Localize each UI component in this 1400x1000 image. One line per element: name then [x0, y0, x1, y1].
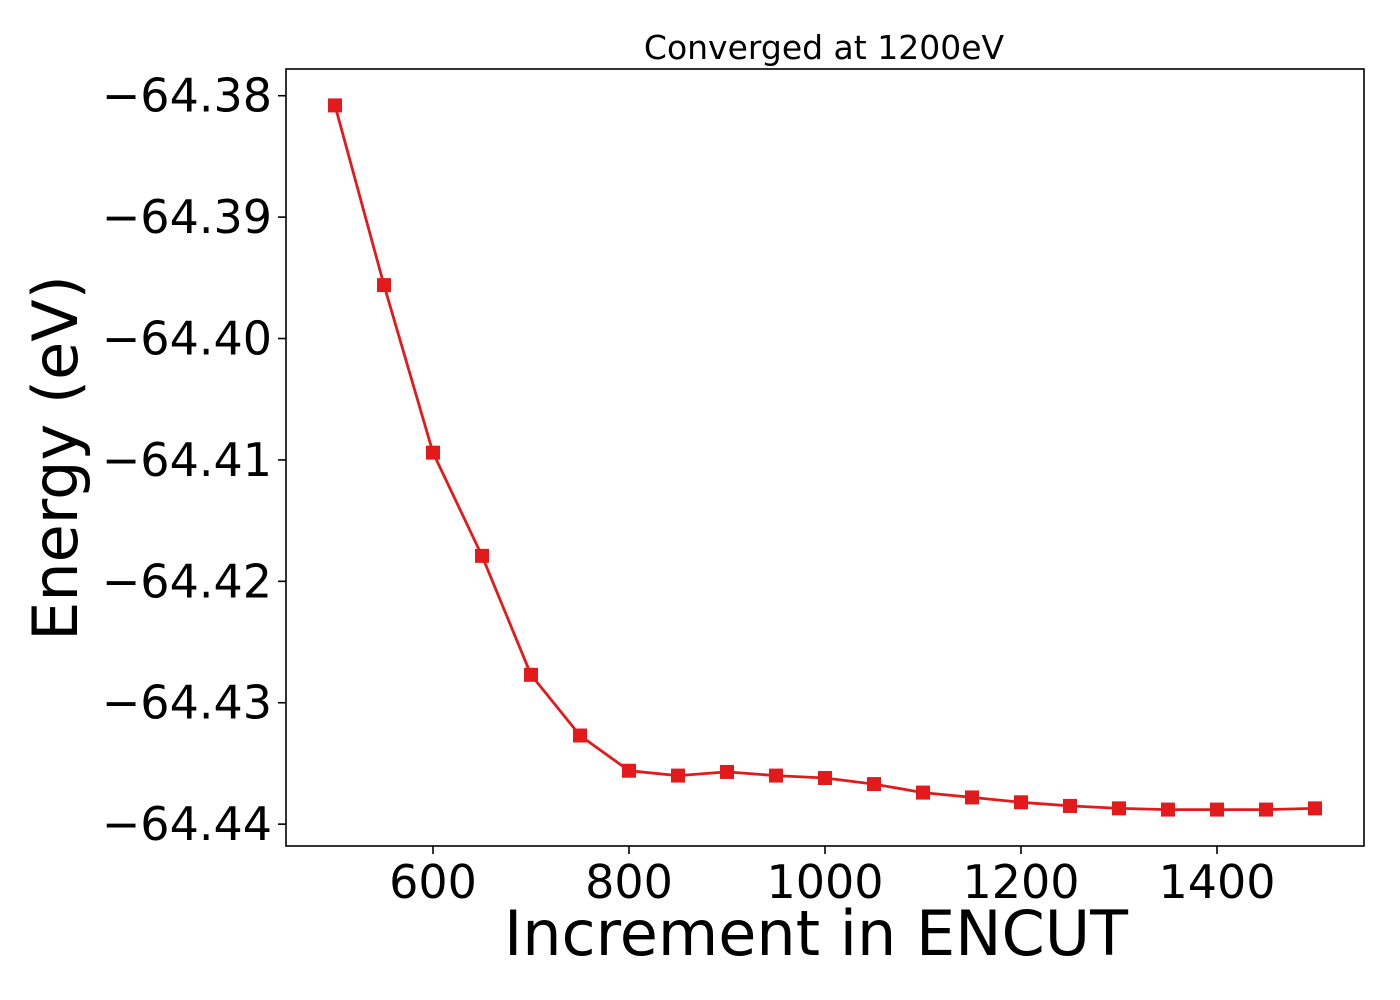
data-point — [573, 728, 587, 743]
series-line — [333, 105, 1316, 811]
data-point — [818, 771, 832, 786]
data-point — [867, 777, 881, 792]
x-axis: 600 800 1000 1200 1400 — [389, 846, 1276, 909]
x-tick-label: 1000 — [766, 855, 883, 909]
x-tick-label: 1400 — [1158, 855, 1275, 909]
data-point — [916, 785, 930, 800]
data-point — [720, 764, 734, 779]
data-point — [965, 790, 979, 805]
data-point — [1014, 795, 1028, 810]
data-point — [769, 768, 783, 783]
data-point — [1112, 801, 1126, 816]
data-point — [328, 98, 342, 113]
data-point — [1210, 802, 1224, 817]
y-axis-label: Energy (eV) — [19, 275, 92, 641]
data-point — [671, 768, 685, 783]
y-tick-label: −64.43 — [102, 676, 272, 730]
chart-title: Converged at 1200eV — [644, 28, 1005, 67]
x-tick-label: 800 — [585, 855, 673, 909]
y-tick-label: −64.39 — [102, 190, 272, 244]
data-point — [524, 667, 538, 682]
data-point — [426, 445, 440, 460]
plot-area — [328, 98, 1322, 817]
y-tick-label: −64.44 — [102, 797, 272, 851]
y-tick-label: −64.40 — [102, 312, 272, 366]
y-tick-label: −64.38 — [102, 69, 272, 123]
y-tick-label: −64.41 — [102, 433, 272, 487]
data-point — [622, 763, 636, 778]
y-axis: −64.38 −64.39 −64.40 −64.41 −64.42 −64.43 −64.… — [102, 69, 286, 851]
x-axis-label: Increment in ENCUT — [504, 897, 1129, 970]
data-point — [377, 278, 391, 293]
y-tick-label: −64.42 — [102, 554, 272, 608]
x-tick-label: 600 — [389, 855, 477, 909]
x-tick-label: 1200 — [962, 855, 1079, 909]
data-point — [1063, 798, 1077, 813]
plot-frame — [285, 68, 1365, 847]
data-point — [475, 548, 489, 563]
data-point — [1259, 802, 1273, 817]
data-point — [1161, 802, 1175, 817]
data-point — [1308, 801, 1322, 816]
